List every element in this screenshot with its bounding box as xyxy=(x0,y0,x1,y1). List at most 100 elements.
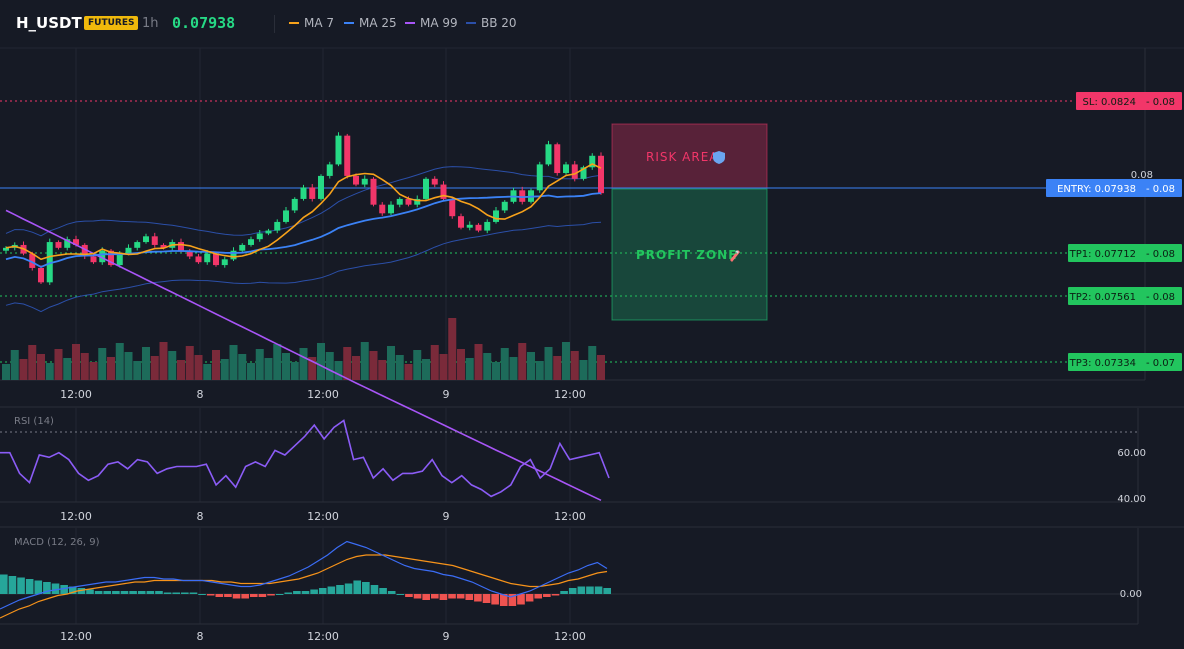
legend-ma25[interactable]: MA 25 xyxy=(344,16,397,30)
candle-body xyxy=(230,250,237,260)
volume-bar xyxy=(544,347,553,380)
profit-zone-label: PROFIT ZONE xyxy=(636,248,737,262)
timeframe-label[interactable]: 1h xyxy=(142,16,159,31)
volume-bar xyxy=(588,346,597,380)
macd-histogram-bar xyxy=(241,594,249,599)
candle-body xyxy=(449,198,456,217)
volume-bar xyxy=(492,362,500,380)
volume-bar xyxy=(273,344,282,380)
macd-histogram-bar xyxy=(86,589,94,594)
volume-bar xyxy=(115,343,124,380)
risk-area-zone xyxy=(611,123,768,189)
candle-body xyxy=(46,242,53,283)
chart-header: H_USDT FUTURES 1h 0.07938 MA 7 MA 25 MA … xyxy=(0,0,1184,48)
level-tag xyxy=(1068,244,1182,262)
candle-body xyxy=(81,244,88,257)
macd-histogram-bar xyxy=(172,592,181,594)
macd-histogram-bar xyxy=(215,594,224,597)
level-tags: SL: 0.0824 - 0.08 ENTRY: 0.07938 - 0.08 TP1:… xyxy=(1046,92,1182,371)
volume-bar xyxy=(570,351,579,380)
volume-bar xyxy=(317,343,325,380)
macd-signal-line xyxy=(0,554,608,619)
volume-bar xyxy=(352,356,360,380)
volume-bar xyxy=(133,361,142,380)
candle-body xyxy=(274,221,281,231)
volume-bar xyxy=(168,351,177,380)
macd-histogram-bar xyxy=(577,586,586,594)
candle-body xyxy=(344,135,351,176)
header-divider xyxy=(274,15,275,33)
volume-bar xyxy=(553,356,562,380)
time-axis-tick: 9 xyxy=(443,510,450,523)
macd-histogram-bar xyxy=(474,594,482,602)
candle-body xyxy=(361,178,368,185)
candle-body xyxy=(405,198,412,205)
legend-ma7[interactable]: MA 7 xyxy=(289,16,334,30)
level-tag xyxy=(1068,353,1182,371)
macd-histogram-bar xyxy=(387,591,396,594)
level-tag-label: TP3: 0.07334 xyxy=(1069,358,1136,369)
candle-body xyxy=(64,239,71,248)
legend-label: BB 20 xyxy=(481,16,517,30)
volume-bar xyxy=(395,355,404,380)
macd-histogram-bar xyxy=(60,585,68,594)
time-axis-tick: 12:00 xyxy=(554,510,586,523)
candle-body xyxy=(213,253,219,266)
rsi-axis-tick-60: 60.00 xyxy=(1117,448,1146,459)
level-tag-axis: - 0.08 xyxy=(1146,292,1175,303)
macd-histogram-bar xyxy=(17,577,25,594)
ma99-line xyxy=(5,209,602,502)
volume-bar xyxy=(430,345,439,380)
volume-bar xyxy=(63,358,72,380)
legend-bb20[interactable]: BB 20 xyxy=(466,16,517,30)
macd-histogram-bar xyxy=(586,586,594,594)
level-tag-axis: - 0.07 xyxy=(1146,358,1175,369)
volume-bar xyxy=(203,364,212,380)
volume-bar xyxy=(562,342,570,380)
time-axes: 12:00 8 12:00 9 12:00 12:00 8 12:00 9 12:00 12:00 8… xyxy=(60,388,586,643)
macd-histogram-bar xyxy=(353,580,362,594)
candle-body xyxy=(116,253,123,266)
level-tag-label: TP2: 0.07561 xyxy=(1069,292,1136,303)
candles xyxy=(3,132,604,285)
macd-histogram-bar xyxy=(198,594,206,595)
macd-histogram-bar xyxy=(491,594,499,605)
macd-histogram-bar xyxy=(34,580,43,594)
volume-bar xyxy=(177,360,185,380)
candle-body xyxy=(370,178,377,205)
volume-bar xyxy=(159,342,168,380)
macd-histogram-bar xyxy=(284,592,293,594)
risk-area-label: RISK AREA xyxy=(646,150,719,164)
level-tag-label: ENTRY: 0.07938 xyxy=(1057,184,1136,195)
futures-badge: FUTURES xyxy=(84,16,139,30)
macd-histogram-bar xyxy=(336,585,344,594)
volume-bar xyxy=(282,353,290,380)
level-tag-label: SL: 0.0824 xyxy=(1083,97,1136,108)
macd-histogram-bar xyxy=(318,588,327,594)
legend-label: MA 25 xyxy=(359,16,397,30)
time-axis-tick: 12:00 xyxy=(307,388,339,401)
candle-body xyxy=(388,204,394,214)
macd-histogram-bar xyxy=(51,583,60,594)
candle-body xyxy=(501,201,508,211)
volume-bar xyxy=(334,361,343,380)
macd-histogram-bar xyxy=(293,591,301,594)
symbol-name[interactable]: H_USDT xyxy=(16,14,82,32)
macd-line xyxy=(0,540,608,610)
legend-label: MA 7 xyxy=(304,16,335,30)
volume-bar xyxy=(343,347,352,380)
time-axis-tick: 12:00 xyxy=(554,388,586,401)
candle-body xyxy=(545,144,552,165)
candle-body xyxy=(108,250,114,266)
volume-bars xyxy=(2,318,605,380)
macd-histogram-bar xyxy=(379,588,387,594)
macd-histogram-bar xyxy=(482,594,491,603)
rsi-line xyxy=(0,419,610,498)
legend-ma99[interactable]: MA 99 xyxy=(405,16,458,30)
volume-bar xyxy=(360,342,369,380)
volume-bar xyxy=(422,359,430,380)
candle-body xyxy=(326,164,333,176)
level-tag-axis: - 0.08 xyxy=(1146,184,1175,195)
time-axis-tick: 12:00 xyxy=(307,510,339,523)
